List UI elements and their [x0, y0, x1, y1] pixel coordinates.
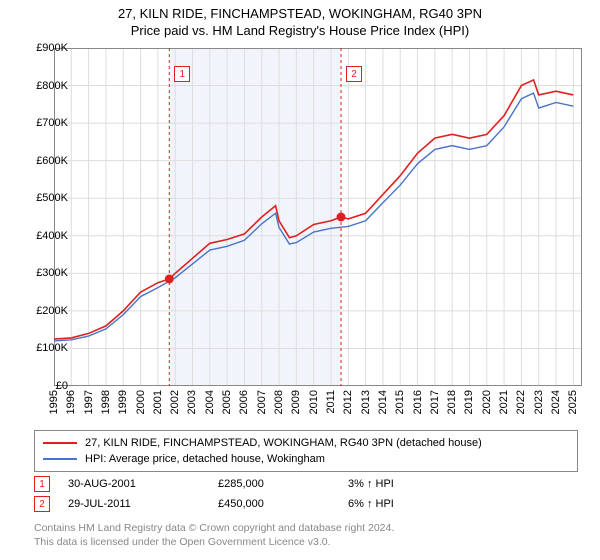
sale-pct: 3% ↑ HPI: [348, 478, 468, 490]
y-tick-label: £0: [18, 380, 68, 392]
x-tick-label: 2010: [308, 390, 320, 414]
x-tick-label: 2023: [533, 390, 545, 414]
y-tick-label: £700K: [18, 117, 68, 129]
x-tick-label: 2003: [186, 390, 198, 414]
y-tick-label: £400K: [18, 230, 68, 242]
x-tick-label: 2018: [446, 390, 458, 414]
y-tick-label: £100K: [18, 342, 68, 354]
x-tick-label: 2008: [273, 390, 285, 414]
x-tick-label: 2025: [567, 390, 579, 414]
sale-price: £450,000: [218, 498, 348, 510]
x-tick-label: 2011: [325, 390, 337, 414]
x-tick-label: 2007: [256, 390, 268, 414]
x-tick-label: 1999: [117, 390, 129, 414]
y-tick-label: £600K: [18, 155, 68, 167]
y-tick-label: £800K: [18, 80, 68, 92]
sale-date: 30-AUG-2001: [68, 478, 218, 490]
sales-table: 1 30-AUG-2001 £285,000 3% ↑ HPI 2 29-JUL…: [34, 474, 578, 514]
title-block: 27, KILN RIDE, FINCHAMPSTEAD, WOKINGHAM,…: [0, 0, 600, 38]
legend-item: 27, KILN RIDE, FINCHAMPSTEAD, WOKINGHAM,…: [43, 435, 569, 451]
x-tick-label: 2013: [360, 390, 372, 414]
sale-badge: 1: [34, 476, 50, 492]
x-tick-label: 2001: [152, 390, 164, 414]
legend-label: 27, KILN RIDE, FINCHAMPSTEAD, WOKINGHAM,…: [85, 437, 482, 449]
x-tick-label: 1995: [48, 390, 60, 414]
sale-price: £285,000: [218, 478, 348, 490]
x-tick-label: 2009: [290, 390, 302, 414]
sale-pct: 6% ↑ HPI: [348, 498, 468, 510]
x-tick-label: 2005: [221, 390, 233, 414]
y-tick-label: £200K: [18, 305, 68, 317]
title-address: 27, KILN RIDE, FINCHAMPSTEAD, WOKINGHAM,…: [0, 6, 600, 21]
y-tick-label: £900K: [18, 42, 68, 54]
legend-item: HPI: Average price, detached house, Woki…: [43, 451, 569, 467]
sale-badge-number: 1: [39, 479, 45, 490]
sale-badge: 2: [34, 496, 50, 512]
x-tick-label: 2004: [204, 390, 216, 414]
footer-line1: Contains HM Land Registry data © Crown c…: [34, 522, 394, 536]
x-tick-label: 2022: [515, 390, 527, 414]
legend-label: HPI: Average price, detached house, Woki…: [85, 453, 325, 465]
sale-row: 1 30-AUG-2001 £285,000 3% ↑ HPI: [34, 474, 578, 494]
chart-sale-badge: 2: [346, 66, 362, 82]
x-tick-label: 2014: [377, 390, 389, 414]
x-tick-label: 2012: [342, 390, 354, 414]
footer-line2: This data is licensed under the Open Gov…: [34, 536, 394, 550]
x-tick-label: 2024: [550, 390, 562, 414]
sale-row: 2 29-JUL-2011 £450,000 6% ↑ HPI: [34, 494, 578, 514]
x-tick-label: 2006: [238, 390, 250, 414]
footer: Contains HM Land Registry data © Crown c…: [34, 522, 394, 549]
x-tick-label: 2020: [481, 390, 493, 414]
x-tick-label: 2015: [394, 390, 406, 414]
sale-badge-number: 2: [39, 499, 45, 510]
x-tick-label: 2002: [169, 390, 181, 414]
chart-area: [54, 48, 582, 386]
y-tick-label: £300K: [18, 267, 68, 279]
x-tick-label: 2017: [429, 390, 441, 414]
chart-sale-badge: 1: [174, 66, 190, 82]
legend-swatch-property: [43, 442, 77, 444]
title-subtitle: Price paid vs. HM Land Registry's House …: [0, 23, 600, 38]
y-tick-label: £500K: [18, 192, 68, 204]
legend-swatch-hpi: [43, 458, 77, 460]
sale-date: 29-JUL-2011: [68, 498, 218, 510]
x-tick-label: 2019: [463, 390, 475, 414]
chart-container: 27, KILN RIDE, FINCHAMPSTEAD, WOKINGHAM,…: [0, 0, 600, 560]
line-chart: [54, 48, 582, 386]
x-tick-label: 2016: [412, 390, 424, 414]
legend: 27, KILN RIDE, FINCHAMPSTEAD, WOKINGHAM,…: [34, 430, 578, 472]
x-tick-label: 1997: [83, 390, 95, 414]
x-tick-label: 2021: [498, 390, 510, 414]
x-tick-label: 1996: [65, 390, 77, 414]
x-tick-label: 2000: [135, 390, 147, 414]
x-tick-label: 1998: [100, 390, 112, 414]
